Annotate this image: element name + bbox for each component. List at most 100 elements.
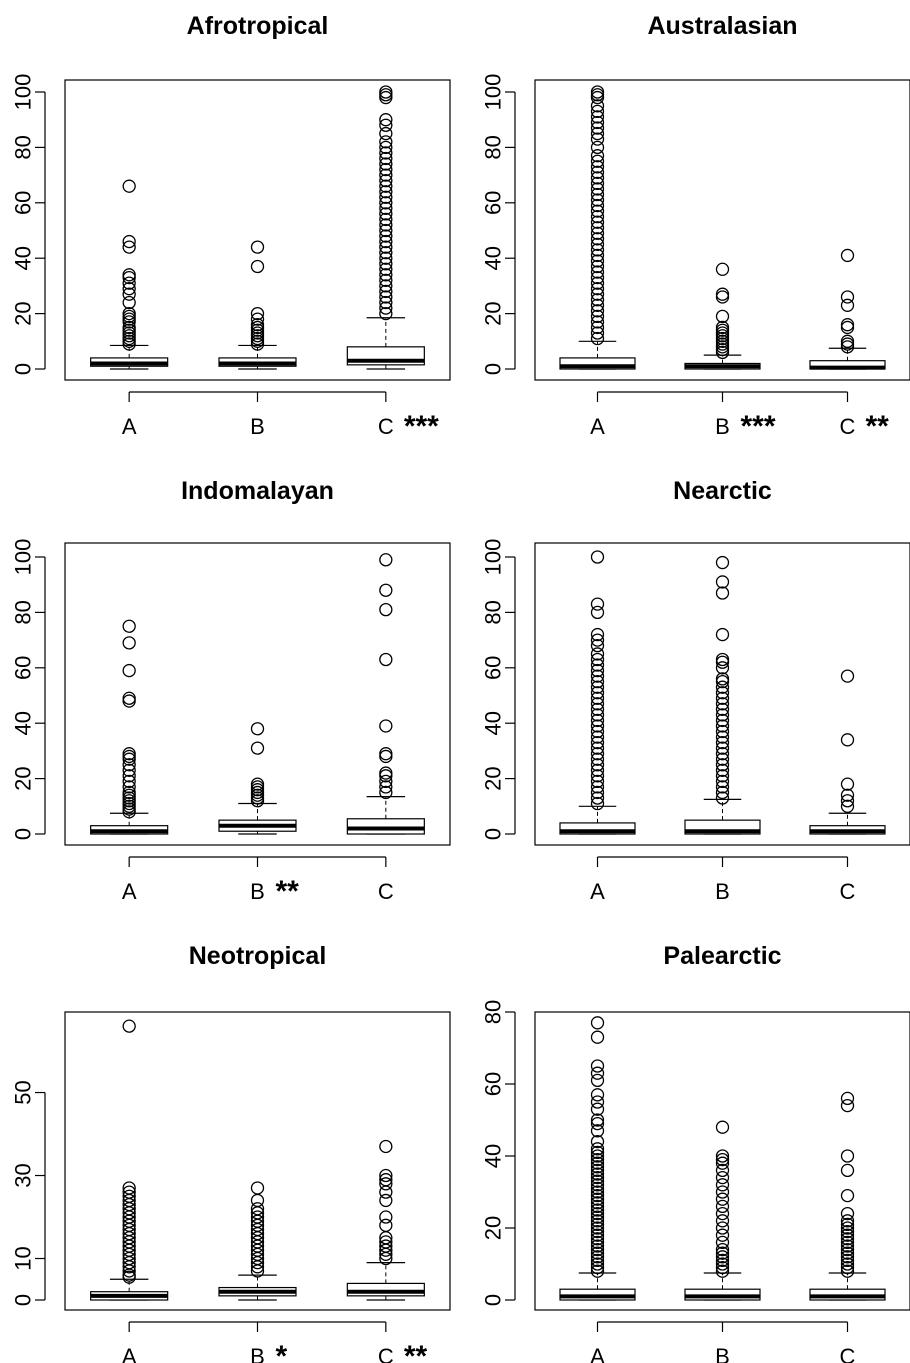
outlier-point (379, 1193, 393, 1208)
outlier-point (379, 1235, 393, 1249)
outlier-point (379, 284, 393, 299)
outlier-point (122, 780, 136, 794)
outlier-point (590, 1156, 605, 1170)
outlier-point (715, 735, 730, 750)
outlier-point (590, 1059, 605, 1073)
outlier-point (590, 309, 605, 324)
outlier-point (122, 636, 136, 650)
box-C: C (346, 553, 425, 904)
box-B: B (218, 240, 297, 439)
outlier-point (590, 747, 605, 761)
outlier-point (590, 171, 605, 185)
outlier-point (715, 290, 730, 304)
outlier-point (840, 1188, 855, 1203)
outlier-point (715, 320, 730, 335)
outlier-point (715, 724, 730, 739)
outlier-point (715, 661, 730, 675)
box-B: B ** (218, 722, 300, 908)
outlier-point (590, 204, 605, 218)
outlier-point (250, 318, 265, 332)
outlier-point (590, 1253, 605, 1268)
outlier-point (590, 730, 605, 744)
outlier-point (590, 1217, 605, 1232)
outlier-point (590, 1199, 605, 1214)
box-C: C (809, 669, 886, 904)
outlier-point (715, 672, 730, 686)
x-tick-label: A (590, 414, 605, 439)
outlier-point (840, 1206, 855, 1221)
outlier-point (715, 1260, 730, 1275)
outlier-point (590, 1088, 605, 1102)
outlier-point (590, 85, 605, 99)
outlier-point (840, 733, 855, 747)
outlier-point (840, 1091, 855, 1106)
outlier-point (379, 162, 393, 177)
outlier-point (590, 1246, 605, 1260)
outlier-point (590, 1260, 605, 1275)
outlier-point (379, 602, 393, 617)
outlier-point (379, 1218, 393, 1232)
outlier-point (590, 1228, 605, 1242)
outlier-point (122, 747, 136, 761)
outlier-point (122, 758, 136, 772)
outlier-point (590, 1160, 605, 1174)
outlier-point (122, 1185, 136, 1199)
outlier-point (122, 240, 136, 254)
outlier-point (122, 295, 136, 310)
outlier-point (840, 1235, 855, 1250)
outlier-point (379, 766, 393, 780)
iqr-box (346, 818, 425, 835)
outlier-point (715, 730, 730, 744)
outlier-point (590, 270, 605, 285)
outlier-point (590, 232, 605, 246)
x-tick-label: B (250, 879, 265, 904)
chart-panel: Indomalayan 0 20 40 60 80 100 A B ** C (11, 477, 451, 908)
outlier-point (122, 287, 136, 301)
outlier-point (379, 173, 393, 188)
y-tick-label: 60 (11, 191, 36, 215)
y-tick-label: 20 (481, 301, 506, 325)
outlier-point (715, 747, 730, 761)
iqr-box (559, 357, 636, 370)
outlier-point (715, 791, 730, 805)
outlier-point (840, 1214, 855, 1228)
outlier-point (590, 293, 605, 307)
outlier-point (590, 785, 605, 800)
outlier-point (840, 794, 855, 808)
outlier-point (715, 1264, 730, 1278)
outlier-point (250, 1193, 265, 1208)
y-tick-label: 10 (11, 1246, 36, 1270)
outlier-point (715, 1206, 730, 1221)
plot-frame (64, 542, 451, 846)
panel-title: Nearctic (673, 477, 772, 505)
y-tick-label: 30 (11, 1163, 36, 1187)
outlier-point (379, 196, 393, 210)
significance-label: ** (276, 875, 300, 908)
y-tick-label: 80 (481, 135, 506, 159)
outlier-point (590, 182, 605, 196)
outlier-point (379, 201, 393, 215)
outlier-point (590, 1095, 605, 1109)
outlier-point (715, 652, 730, 667)
outlier-point (379, 273, 393, 288)
outlier-point (590, 652, 605, 667)
box-A: A (90, 1019, 169, 1363)
outlier-point (379, 279, 393, 293)
outlier-point (715, 586, 730, 600)
y-tick-label: 0 (481, 363, 506, 375)
outlier-point (379, 190, 393, 204)
outlier-point (590, 1170, 605, 1185)
outlier-point (715, 1250, 730, 1264)
outlier-point (379, 234, 393, 249)
y-tick-label: 20 (11, 766, 36, 790)
outlier-point (715, 1199, 730, 1214)
outlier-point (590, 154, 605, 168)
outlier-point (840, 1242, 855, 1257)
outlier-point (590, 140, 605, 155)
outlier-point (590, 110, 605, 124)
outlier-point (840, 777, 855, 791)
box-C: C ** (346, 1139, 428, 1363)
outlier-point (379, 118, 393, 132)
outlier-point (590, 298, 605, 312)
